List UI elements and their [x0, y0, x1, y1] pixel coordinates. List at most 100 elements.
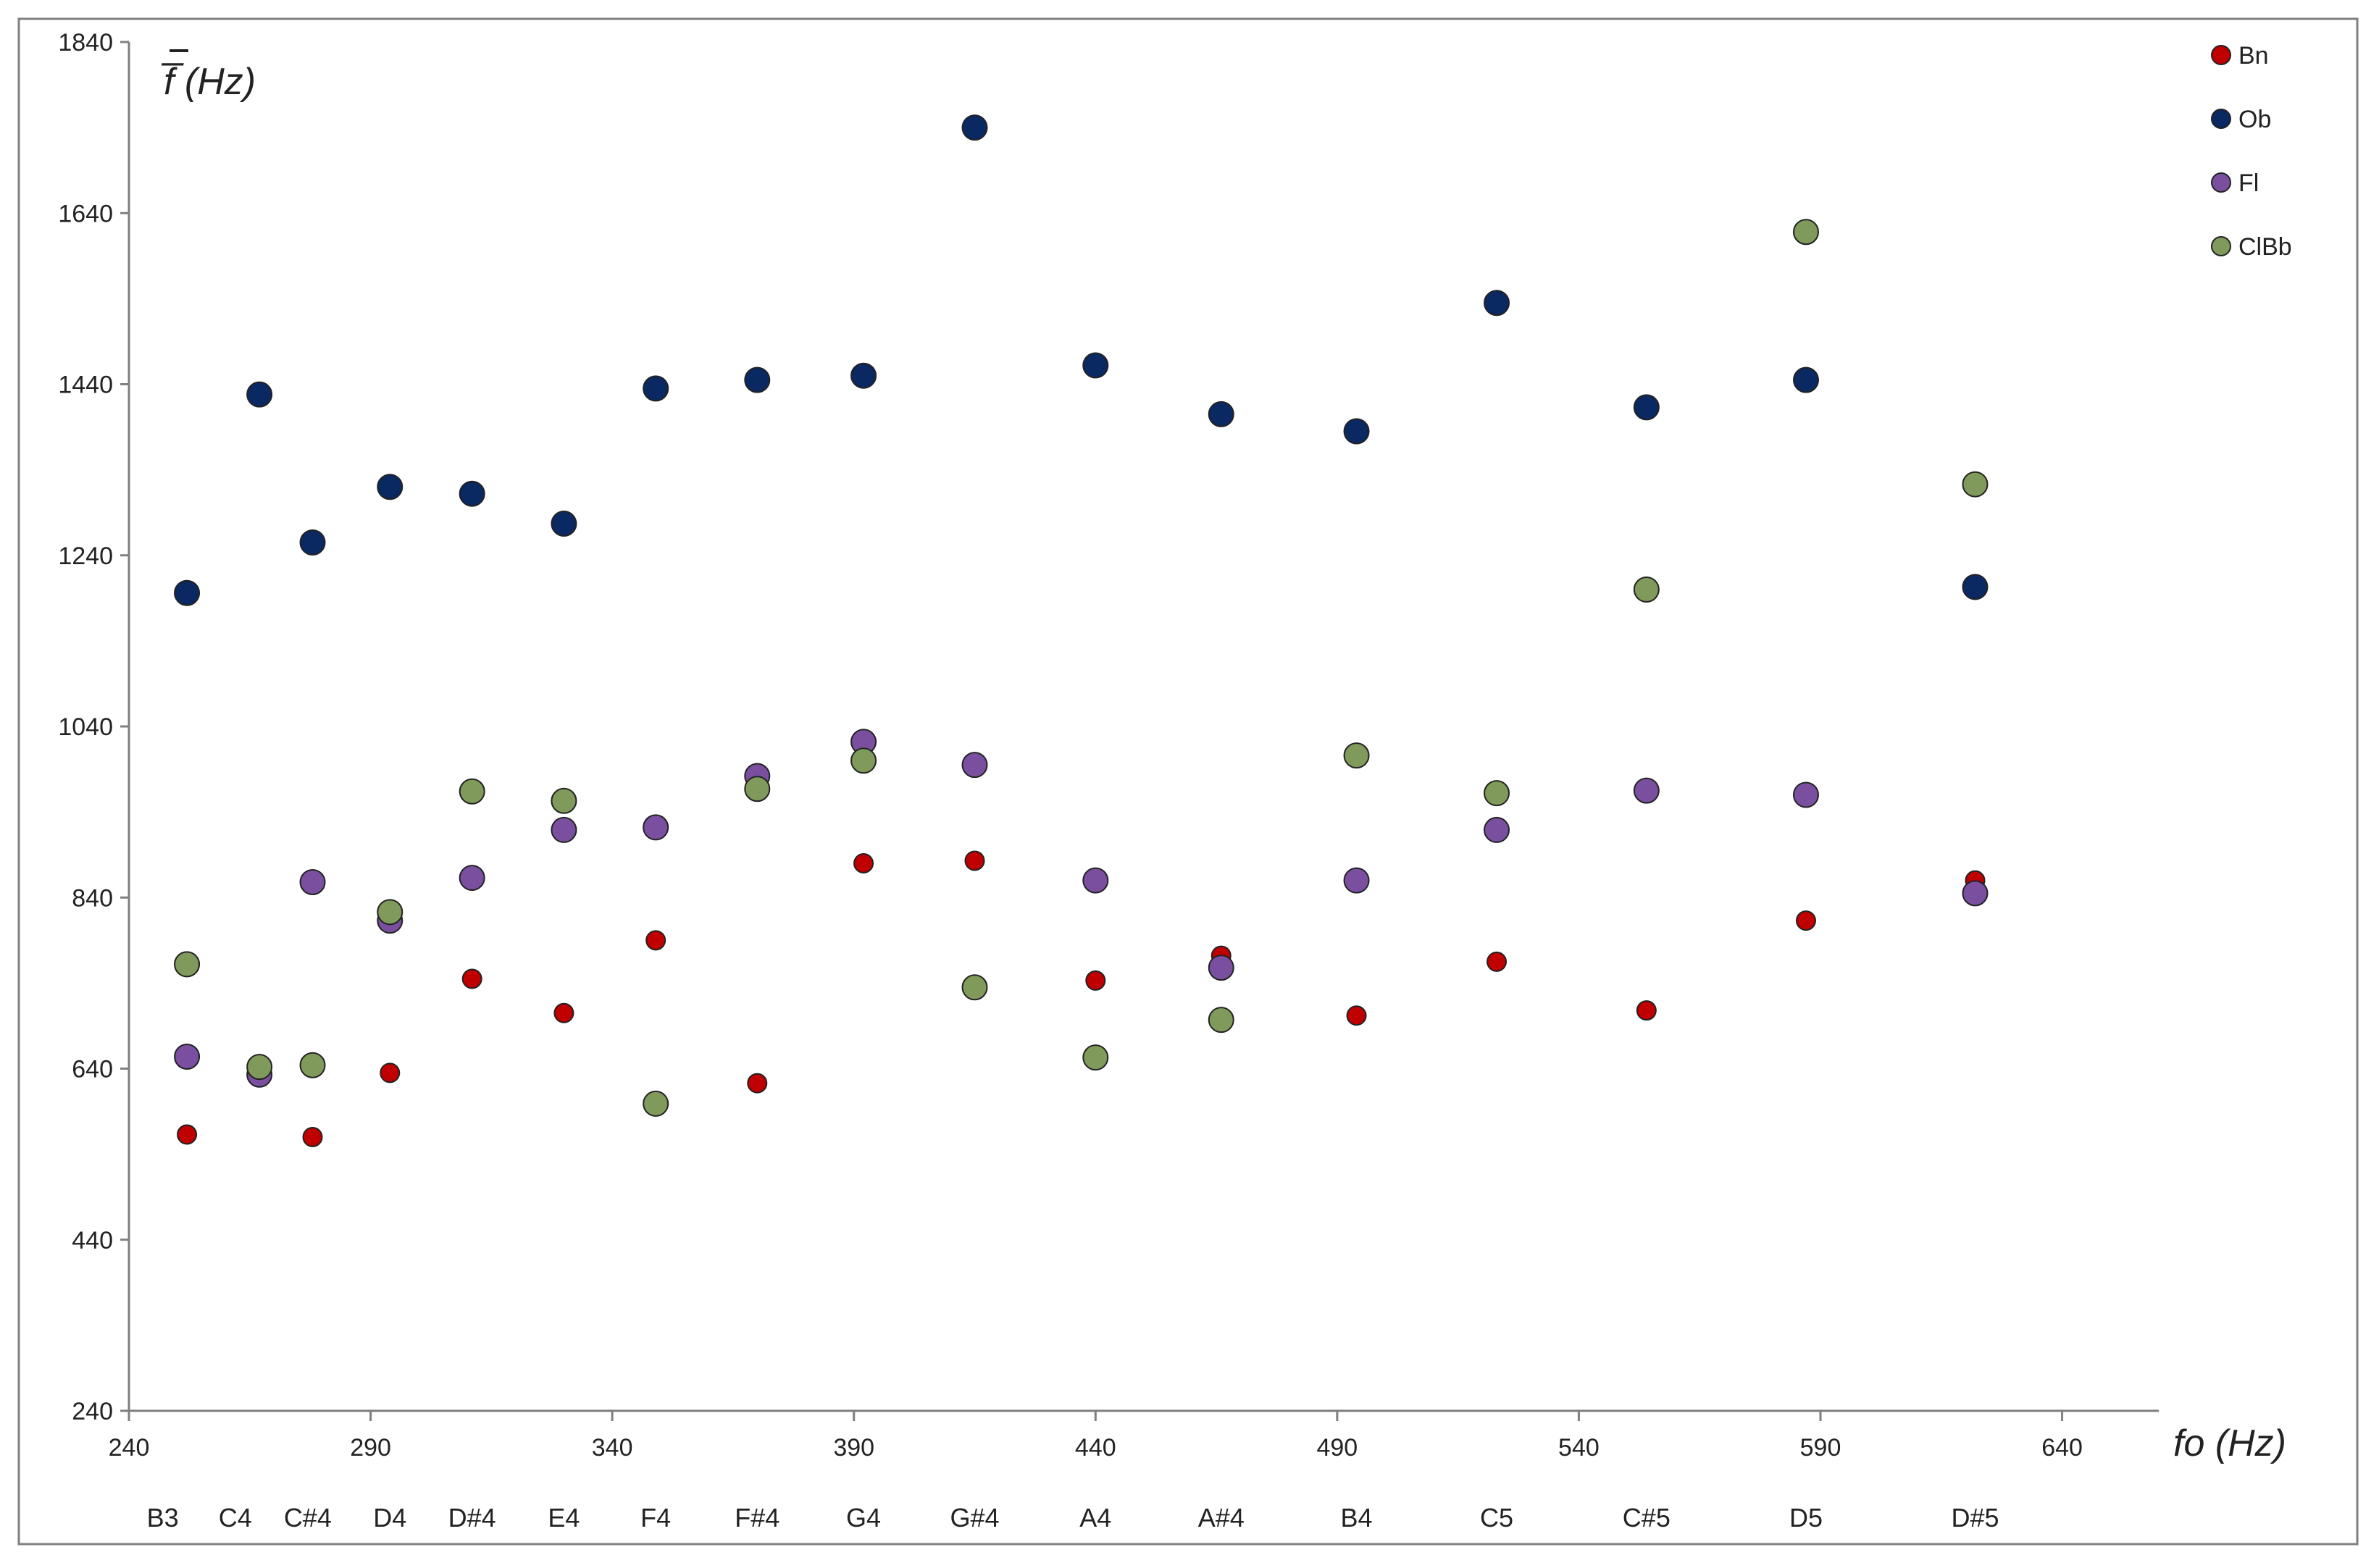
y-axis-label: f̅ (Hz)	[161, 61, 256, 103]
point-ob	[744, 366, 771, 393]
chart-frame	[17, 17, 2359, 1546]
point-clbb	[377, 899, 404, 926]
note-label: D#4	[448, 1503, 496, 1533]
note-label: B3	[147, 1503, 179, 1533]
point-bn	[1085, 970, 1106, 991]
point-bn	[1487, 951, 1508, 972]
series-ob	[174, 114, 1989, 606]
note-label: C#4	[284, 1503, 332, 1533]
point-bn	[853, 853, 874, 873]
note-label: B4	[1341, 1503, 1373, 1533]
point-fl	[299, 868, 326, 895]
x-tick-label: 240	[109, 1434, 150, 1462]
point-ob	[961, 114, 988, 141]
note-label: G#4	[950, 1503, 999, 1533]
note-label: E4	[548, 1503, 580, 1533]
point-clbb	[1208, 1007, 1234, 1034]
legend-label-bn: Bn	[2238, 42, 2269, 70]
point-ob	[551, 511, 577, 537]
point-clbb	[1633, 577, 1660, 603]
point-clbb	[1962, 471, 1989, 498]
legend-label-clbb: ClBb	[2238, 233, 2292, 261]
point-ob	[1208, 401, 1234, 427]
point-clbb	[1082, 1044, 1109, 1071]
note-label: A4	[1079, 1503, 1111, 1533]
point-clbb	[174, 951, 201, 978]
legend-marker-bn	[2211, 45, 2231, 65]
y-tick-label: 440	[72, 1227, 113, 1254]
note-label: D#5	[1951, 1503, 1999, 1533]
point-fl	[174, 1043, 201, 1070]
point-bn	[553, 1002, 574, 1023]
point-bn	[380, 1062, 401, 1083]
point-fl	[1208, 955, 1234, 981]
series-bn	[177, 850, 1986, 1147]
point-ob	[459, 480, 485, 507]
legend-marker-clbb	[2211, 236, 2231, 256]
point-ob	[850, 362, 877, 389]
point-ob	[1633, 394, 1660, 421]
note-label: C4	[219, 1503, 252, 1533]
point-fl	[1082, 867, 1109, 894]
point-fl	[1962, 880, 1989, 907]
point-clbb	[299, 1052, 326, 1078]
point-fl	[643, 814, 669, 841]
x-tick-label: 340	[592, 1434, 633, 1462]
point-fl	[961, 752, 988, 779]
point-ob	[1962, 574, 1989, 600]
x-tick-label: 390	[833, 1434, 874, 1462]
note-label: F#4	[735, 1503, 779, 1533]
x-tick-label: 440	[1075, 1434, 1116, 1462]
point-clbb	[961, 974, 988, 1001]
y-tick-label: 640	[72, 1056, 113, 1083]
point-ob	[1082, 352, 1109, 379]
point-bn	[1636, 1000, 1657, 1021]
point-fl	[1633, 777, 1660, 804]
legend-marker-fl	[2211, 172, 2231, 193]
point-clbb	[1792, 219, 1819, 246]
point-bn	[1795, 910, 1816, 931]
point-clbb	[850, 747, 877, 774]
y-tick-label: 1640	[58, 200, 113, 227]
x-tick-label: 290	[350, 1434, 391, 1462]
point-fl	[1484, 816, 1510, 843]
point-clbb	[459, 778, 485, 805]
y-tick-label: 1840	[58, 29, 113, 56]
point-bn	[177, 1124, 198, 1145]
point-ob	[246, 381, 273, 408]
point-bn	[302, 1127, 323, 1147]
point-bn	[645, 930, 666, 951]
point-bn	[461, 968, 482, 989]
series-clbb	[174, 219, 1989, 1117]
legend-label-ob: Ob	[2238, 106, 2271, 133]
point-bn	[964, 850, 985, 871]
y-tick-label: 1040	[58, 713, 113, 741]
note-label: A#4	[1198, 1503, 1245, 1533]
point-fl	[1792, 781, 1819, 808]
point-ob	[1484, 290, 1510, 316]
y-tick-label: 240	[72, 1398, 113, 1425]
point-clbb	[1484, 780, 1510, 807]
y-tick-label: 1440	[58, 372, 113, 399]
x-tick-label: 540	[1558, 1434, 1600, 1462]
note-label: D5	[1789, 1503, 1823, 1533]
point-bn	[747, 1073, 768, 1094]
point-ob	[643, 375, 669, 402]
x-tick-label: 590	[1800, 1434, 1841, 1462]
point-bn	[1346, 1005, 1367, 1026]
note-label: C5	[1480, 1503, 1513, 1533]
point-ob	[299, 529, 326, 556]
point-clbb	[744, 776, 771, 802]
x-axis-label: fo (Hz)	[2173, 1422, 2286, 1464]
point-fl	[551, 816, 577, 843]
point-ob	[174, 579, 201, 606]
point-fl	[459, 865, 485, 892]
legend-label-fl: Fl	[2238, 169, 2259, 197]
point-ob	[377, 474, 404, 500]
x-tick-label: 640	[2041, 1434, 2083, 1462]
y-tick-label: 1240	[58, 542, 113, 570]
point-clbb	[551, 787, 577, 814]
point-clbb	[643, 1090, 669, 1117]
